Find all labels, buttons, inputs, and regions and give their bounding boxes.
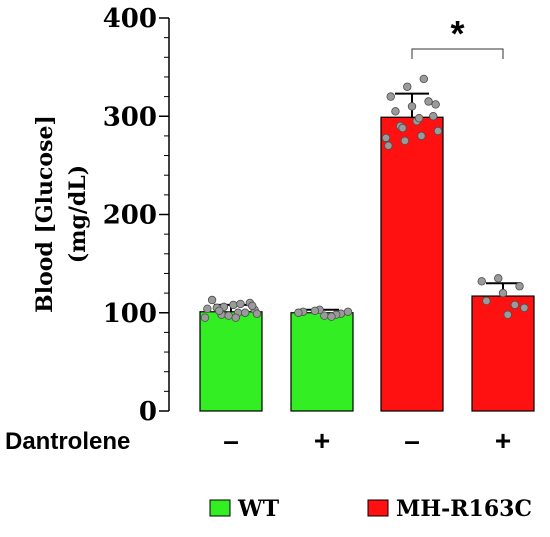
data-point [310, 306, 320, 315]
data-point [494, 274, 503, 283]
y-axis-label-line1: Blood [Glucose] [32, 115, 58, 313]
data-point [229, 300, 238, 310]
data-point [207, 295, 217, 305]
data-point [419, 74, 429, 84]
treatment-sign-1: – [223, 425, 239, 456]
treatment-sign-4: + [495, 425, 511, 456]
data-point [386, 92, 395, 101]
y-tick-label: 200 [103, 201, 157, 231]
y-tick-label: 400 [103, 4, 157, 34]
legend-swatch-2 [367, 499, 389, 517]
data-point [429, 112, 438, 121]
axis-group: 0 100 200 300 400 Blood [Glucose] (mg/dL) Dantr… [5, 4, 170, 455]
data-point [431, 100, 440, 109]
legend: WT MH-R163C [209, 496, 532, 522]
data-point [515, 282, 524, 291]
data-point [231, 313, 240, 322]
data-point [240, 308, 250, 317]
data-point [498, 288, 508, 298]
data-point [236, 299, 245, 309]
data-point [214, 306, 224, 315]
bar-2 [290, 312, 354, 412]
treatment-sign-2: + [314, 425, 330, 456]
data-point [400, 136, 410, 146]
data-point [252, 309, 262, 318]
y-tick-label: 300 [103, 102, 157, 132]
significance-asterisk: * [450, 13, 464, 54]
data-point [384, 141, 393, 150]
data-point [477, 277, 486, 286]
treatment-row-label: Dantrolene [5, 428, 130, 455]
legend-swatch-1 [209, 499, 231, 517]
legend-label-1: WT [237, 496, 280, 522]
data-point [203, 304, 212, 314]
bar-1 [199, 311, 263, 412]
data-point [343, 307, 353, 316]
significance-bracket [411, 48, 504, 59]
bar-4 [471, 295, 535, 412]
legend-label-2: MH-R163C [396, 496, 532, 522]
data-point [327, 312, 336, 321]
y-axis-label-line2: (mg/dL) [65, 165, 91, 263]
data-point [407, 102, 417, 111]
data-point [433, 126, 443, 136]
bar-3 [380, 116, 444, 412]
data-point [381, 133, 391, 143]
bars-group: – + – + * [199, 13, 535, 456]
data-point [224, 311, 233, 320]
treatment-sign-3: – [404, 425, 420, 456]
data-point [248, 301, 257, 311]
y-tick-label: 0 [139, 397, 157, 427]
data-point [520, 303, 529, 313]
data-point [503, 310, 512, 319]
data-point [482, 296, 491, 306]
y-tick-label: 100 [103, 299, 157, 329]
data-point [414, 114, 424, 123]
data-point [403, 82, 412, 91]
data-point [424, 97, 433, 106]
data-point [398, 123, 407, 133]
y-axis-label: Blood [Glucose] (mg/dL) [32, 115, 91, 313]
data-point [391, 107, 400, 116]
data-point [200, 313, 210, 322]
data-point [510, 300, 520, 310]
data-point [417, 131, 426, 141]
data-point [294, 308, 303, 317]
